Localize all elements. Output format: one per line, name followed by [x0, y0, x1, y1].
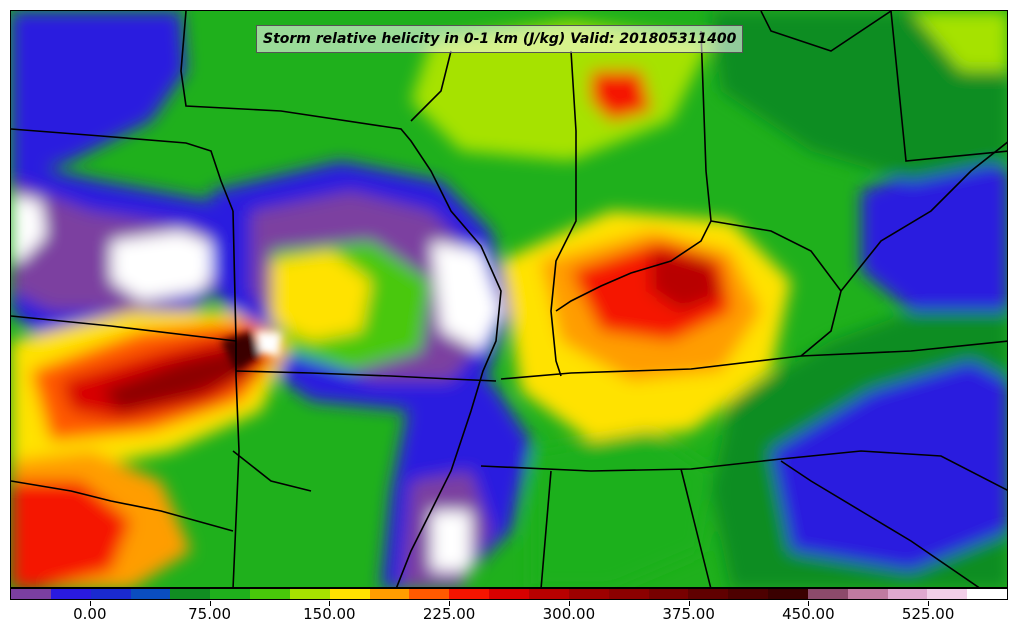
colorbar-ticks: 0.00 75.00 150.00 225.00 300.00 375.00 450.00 5… [10, 601, 1008, 627]
colorbar-segment [648, 589, 689, 599]
border-line [710, 220, 842, 357]
colorbar-segment [50, 589, 91, 599]
colorbar-tick [209, 601, 211, 606]
border-line [180, 11, 502, 587]
colorbar-segment [90, 589, 131, 599]
border-line [555, 30, 712, 312]
colorbar [10, 588, 1008, 600]
border-line [11, 128, 234, 212]
colorbar-segment [489, 589, 529, 599]
colorbar-segment [250, 589, 290, 599]
field-se-blue2 [771, 361, 1007, 571]
colorbar-tick [449, 601, 451, 606]
colorbar-segment [329, 589, 370, 599]
colorbar-segment [210, 589, 251, 599]
colorbar-segment [768, 589, 808, 599]
colorbar-tick [568, 601, 570, 606]
colorbar-segment [289, 589, 330, 599]
border-line [760, 11, 892, 52]
border-line [780, 460, 980, 587]
colorbar-segment [369, 589, 410, 599]
colorbar-tick [928, 601, 930, 606]
colorbar-segment [170, 589, 211, 599]
border-line [11, 315, 237, 342]
border-line [410, 50, 452, 122]
colorbar-tick-label: 225.00 [422, 605, 476, 623]
colorbar-tick-label: 0.00 [73, 605, 107, 623]
field-white-nw [11, 196, 46, 261]
field-ne-green [711, 11, 1007, 181]
colorbar-segment [130, 589, 171, 599]
border-line [810, 450, 1007, 491]
helicity-map: Storm relative helicity in 0-1 km (J/kg)… [10, 10, 1008, 588]
border-line [232, 210, 240, 587]
colorbar-segment [528, 589, 569, 599]
colorbar-tick [808, 601, 810, 606]
field-white-west [111, 231, 231, 301]
colorbar-segment [568, 589, 609, 599]
colorbar-segment [11, 589, 51, 599]
field-plume-darkred [101, 346, 251, 411]
colorbar-segment [967, 589, 1008, 599]
colorbar-tick-label: 150.00 [303, 605, 356, 623]
field-center-yellow [271, 251, 371, 341]
border-line [840, 141, 1007, 292]
state-borders [11, 11, 1007, 587]
field-ohio-darkred [651, 251, 721, 311]
colorbar-segment [728, 589, 769, 599]
colorbar-segment [847, 589, 888, 599]
colorbar-segment [608, 589, 649, 599]
border-line [550, 50, 577, 377]
field-low-northwest [11, 11, 186, 181]
field-indiana-red [591, 71, 651, 121]
border-line [540, 470, 552, 587]
helicity-field [11, 11, 1007, 587]
colorbar-tick [688, 601, 690, 606]
field-ne-yellow [911, 11, 1007, 71]
colorbar-segment [449, 589, 490, 599]
colorbar-segment [927, 589, 968, 599]
colorbar-tick [329, 601, 331, 606]
border-line [890, 11, 1007, 162]
colorbar-segment [887, 589, 928, 599]
colorbar-tick-label: 375.00 [662, 605, 715, 623]
colorbar-tick-label: 450.00 [782, 605, 835, 623]
field-core-white [256, 331, 281, 356]
colorbar-tick [89, 601, 91, 606]
colorbar-segment [409, 589, 450, 599]
field-sw-red [11, 481, 131, 587]
border-line [680, 468, 712, 587]
border-line [480, 455, 812, 472]
map-title: Storm relative helicity in 0-1 km (J/kg)… [263, 31, 737, 47]
border-line [11, 480, 234, 532]
colorbar-tick-label: 75.00 [188, 605, 232, 623]
colorbar-segment [688, 589, 729, 599]
colorbar-segment [807, 589, 848, 599]
field-yellow-north [411, 21, 711, 161]
title-box: Storm relative helicity in 0-1 km (J/kg)… [256, 25, 744, 53]
colorbar-tick-label: 525.00 [901, 605, 955, 623]
field-east-blue [861, 151, 1007, 311]
field-ring-white [431, 241, 501, 351]
border-line [235, 370, 497, 382]
colorbar-tick-label: 300.00 [542, 605, 596, 623]
border-line [500, 340, 1007, 380]
field-south-white [431, 511, 471, 571]
border-line [232, 450, 312, 492]
